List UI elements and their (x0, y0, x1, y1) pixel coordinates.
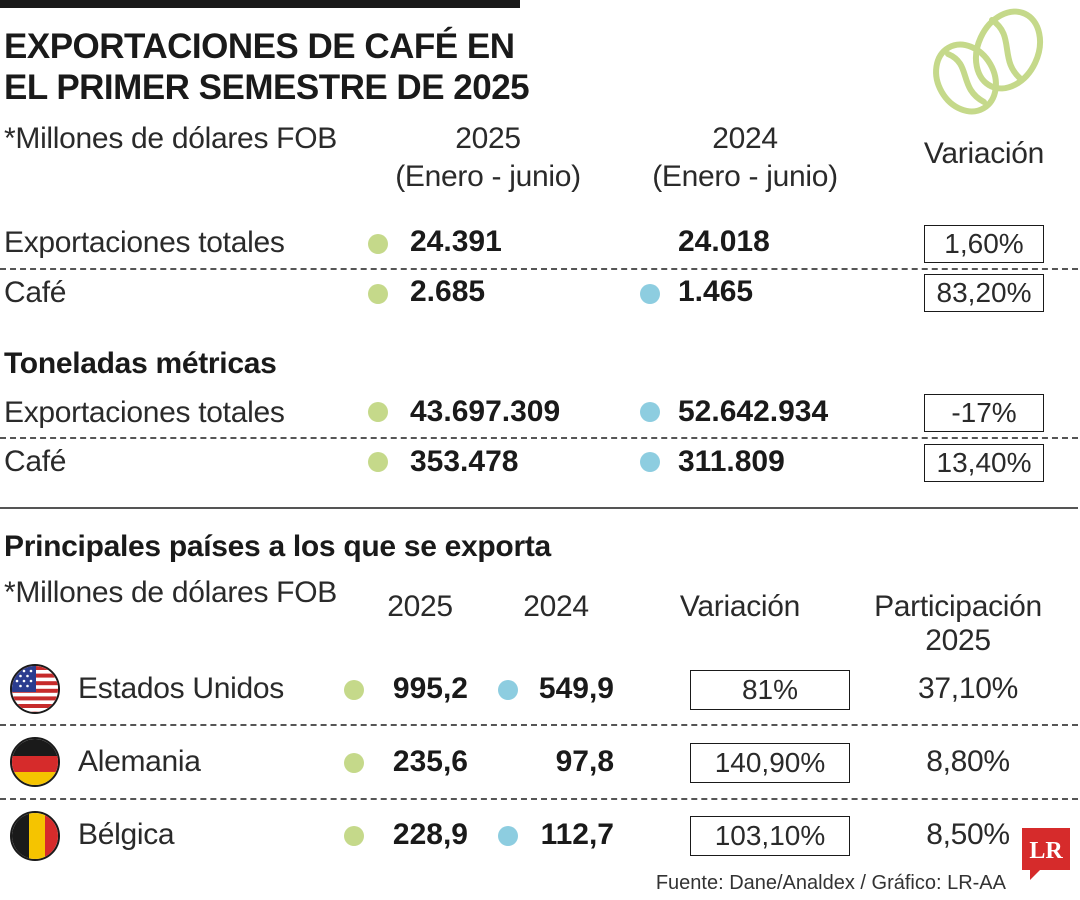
country-share: 8,50% (926, 818, 1010, 851)
country-name: Alemania (78, 745, 201, 778)
country-name: Bélgica (78, 818, 175, 851)
variation-box: 13,40% (924, 444, 1044, 482)
dot-2025 (368, 234, 388, 254)
tonnes-heading: Toneladas métricas (4, 347, 277, 380)
country-value-2024: 112,7 (540, 818, 614, 851)
dot-2024 (640, 402, 660, 422)
section-divider (0, 507, 1078, 509)
dot-2025 (344, 826, 364, 846)
country-value-2025: 228,9 (392, 818, 468, 851)
countries-col-2025: 2025 (387, 590, 453, 623)
germany-flag-icon (10, 737, 60, 787)
country-variation-box: 103,10% (690, 816, 850, 856)
value-2025: 24.391 (410, 225, 502, 258)
dot-2024 (640, 452, 660, 472)
value-2025: 43.697.309 (410, 395, 561, 428)
page-title-line-2: EL PRIMER SEMESTRE DE 2025 (4, 68, 530, 107)
countries-col-share-line2: 2025 (925, 624, 991, 657)
row-divider (0, 268, 1078, 270)
country-variation-box: 140,90% (690, 743, 850, 783)
us-flag-icon (10, 664, 60, 714)
country-value-2025: 995,2 (392, 672, 468, 705)
row-divider (0, 798, 1078, 800)
lr-logo: LR (1022, 828, 1070, 880)
countries-heading: Principales países a los que se exporta (4, 530, 551, 563)
dot-2025 (344, 753, 364, 773)
belgium-flag-icon (10, 811, 60, 861)
countries-col-variation: Variación (679, 590, 801, 623)
variation-box: 83,20% (924, 274, 1044, 312)
countries-col-share-line1: Participación (874, 590, 1042, 623)
dot-2025 (368, 452, 388, 472)
dot-2024 (498, 680, 518, 700)
dot-2025 (344, 680, 364, 700)
col-2025-year: 2025 (455, 122, 521, 155)
row-divider (0, 437, 1078, 439)
row-label: Café (4, 445, 67, 478)
row-label: Exportaciones totales (4, 226, 285, 259)
row-label: Café (4, 276, 67, 309)
source-note: Fuente: Dane/Analdex / Gráfico: LR-AA (655, 872, 1006, 894)
value-2025: 353.478 (410, 445, 519, 478)
country-value-2024: 97,8 (555, 745, 614, 778)
country-value-2025: 235,6 (392, 745, 468, 778)
variation-box: -17% (924, 394, 1044, 432)
value-2024: 24.018 (678, 225, 770, 258)
row-divider (0, 724, 1078, 726)
svg-text:LR: LR (1029, 838, 1063, 864)
value-2024: 1.465 (678, 275, 754, 308)
variation-box: 1,60% (924, 225, 1044, 263)
dot-2024 (498, 826, 518, 846)
dot-2024 (640, 284, 660, 304)
col-2024-year: 2024 (712, 122, 778, 155)
country-share: 8,80% (926, 745, 1010, 778)
col-2024-period: (Enero - junio) (652, 160, 838, 193)
dot-2025 (368, 402, 388, 422)
country-share: 37,10% (918, 672, 1018, 705)
value-2024: 311.809 (678, 445, 785, 478)
country-variation-box: 81% (690, 670, 850, 710)
row-label: Exportaciones totales (4, 396, 285, 429)
value-2024: 52.642.934 (678, 395, 829, 428)
country-name: Estados Unidos (78, 672, 284, 705)
unit-note: *Millones de dólares FOB (4, 122, 337, 155)
countries-col-2024: 2024 (523, 590, 589, 623)
value-2025: 2.685 (410, 275, 486, 308)
country-value-2024: 549,9 (538, 672, 614, 705)
col-variation: Variación (923, 137, 1045, 170)
coffee-beans-icon (933, 8, 1044, 115)
dot-2025 (368, 284, 388, 304)
top-rule (0, 0, 520, 8)
countries-unit-note: *Millones de dólares FOB (4, 576, 337, 609)
col-2025-period: (Enero - junio) (395, 160, 581, 193)
page-title-line-1: EXPORTACIONES DE CAFÉ EN (4, 27, 515, 66)
